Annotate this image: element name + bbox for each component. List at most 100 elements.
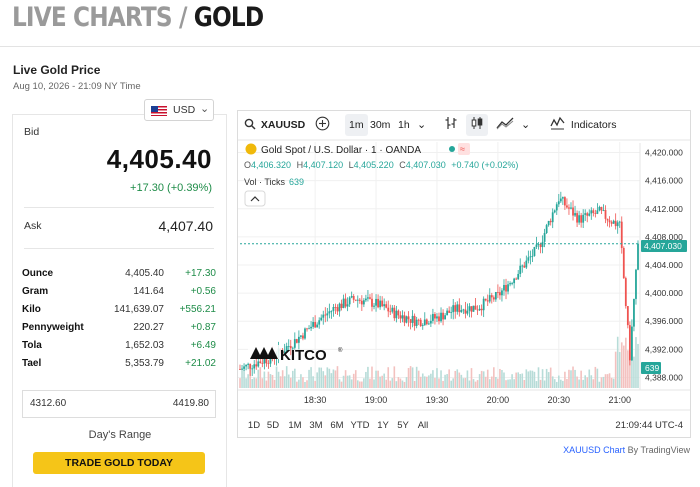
volume-bar	[324, 375, 327, 388]
range-high: 4419.80	[172, 398, 209, 409]
candle-body	[496, 291, 499, 293]
volume-bar	[539, 379, 542, 388]
collapse-legend-button[interactable]	[244, 190, 266, 207]
volume-tag: 639	[641, 362, 661, 374]
candle-body	[308, 328, 310, 330]
candle-body	[283, 351, 286, 354]
range-button-all[interactable]: All	[418, 420, 429, 431]
candle-body	[391, 307, 394, 312]
chart-credit-link[interactable]: XAUUSD Chart	[563, 445, 626, 455]
symbol-search[interactable]: XAUUSD	[244, 114, 305, 136]
y-tick-label: 4,388.000	[645, 372, 683, 382]
area-style-button[interactable]	[496, 114, 514, 136]
candle-body	[543, 232, 546, 242]
kitco-watermark: KITCO	[280, 347, 327, 364]
days-range-label: Day's Range	[88, 429, 152, 441]
candle-body	[385, 304, 388, 308]
candle-body	[527, 257, 530, 261]
range-button-ytd[interactable]: YTD	[351, 420, 370, 431]
range-button-1m[interactable]: 1M	[288, 420, 301, 431]
volume-bar	[620, 342, 623, 388]
range-button-1y[interactable]: 1Y	[377, 420, 389, 431]
interval-1m[interactable]: 1m	[345, 114, 368, 136]
candle-body	[505, 284, 507, 292]
volume-bar	[499, 368, 501, 388]
range-button-5y[interactable]: 5Y	[397, 420, 409, 431]
volume-bar	[612, 378, 615, 388]
candle-body	[442, 312, 444, 320]
volume-bar	[411, 367, 414, 388]
range-button-5d[interactable]: 5D	[267, 420, 279, 431]
volume-bar	[381, 375, 383, 388]
candle-body	[594, 213, 597, 214]
area-chart-icon	[496, 117, 514, 130]
currency-select[interactable]: USD ⌄	[144, 99, 214, 121]
candle-body	[478, 308, 481, 311]
volume-bar	[551, 376, 554, 388]
candle-body	[620, 221, 623, 249]
candle-body	[415, 319, 418, 326]
unit-price: 5,353.79	[125, 357, 164, 369]
volume-bar	[462, 378, 465, 388]
volume-bar	[334, 370, 337, 388]
candle-body	[612, 220, 615, 224]
candle-body	[344, 298, 347, 307]
volume-bar	[395, 381, 398, 388]
volume-bar	[338, 379, 341, 388]
volume-bar	[493, 367, 495, 388]
interval-menu-chevron-icon[interactable]: ⌄	[417, 119, 427, 131]
volume-bar	[464, 378, 467, 388]
candle-body	[551, 212, 554, 223]
candle-body	[574, 213, 576, 216]
tradingview-credit[interactable]: XAUUSD Chart By TradingView	[563, 445, 690, 455]
interval-1h[interactable]: 1h	[398, 119, 410, 131]
ohlc-low: 4,405.220	[354, 160, 394, 170]
volume-bar	[486, 369, 489, 388]
trade-gold-button[interactable]: TRADE GOLD TODAY	[33, 452, 205, 474]
volume-bar	[570, 370, 572, 388]
volume-bar	[251, 378, 253, 388]
range-button-3m[interactable]: 3M	[309, 420, 322, 431]
volume-bar	[586, 377, 589, 388]
candle-body	[389, 311, 392, 313]
candle-series	[239, 191, 639, 377]
candle-body	[417, 319, 420, 321]
volume-bar	[488, 379, 491, 388]
candle-body	[297, 336, 300, 343]
candle-body	[314, 322, 317, 328]
x-tick-label: 19:30	[426, 395, 449, 405]
volume-bar	[265, 380, 268, 388]
compare-button[interactable]	[315, 114, 330, 136]
candle-body	[387, 307, 390, 312]
candle-body	[367, 297, 369, 299]
candle-body	[438, 316, 440, 322]
indicators-button[interactable]: Indicators	[550, 114, 616, 136]
volume-bar	[618, 352, 621, 388]
volume-bar	[574, 369, 576, 388]
volume-bar	[385, 379, 388, 388]
candle-body	[472, 305, 475, 312]
ohlc-close: 4,407.030	[406, 160, 446, 170]
candles-button[interactable]	[466, 114, 488, 136]
bar-type-button[interactable]	[444, 114, 458, 136]
candle-body	[531, 255, 534, 257]
chart-style-chevron-icon[interactable]: ⌄	[521, 119, 531, 131]
volume-bar	[405, 377, 408, 388]
candle-body	[395, 310, 398, 319]
range-button-1d[interactable]: 1D	[248, 420, 260, 431]
volume-bar	[472, 379, 475, 388]
unit-name: Kilo	[22, 303, 41, 315]
volume-bar	[460, 374, 463, 388]
candle-body	[407, 316, 410, 320]
volume-bar	[365, 371, 367, 388]
volume-bar	[515, 372, 517, 388]
candle-body	[474, 305, 477, 310]
candle-body	[241, 368, 243, 370]
candle-body	[320, 317, 323, 321]
range-button-6m[interactable]: 6M	[330, 420, 343, 431]
volume-bar	[594, 366, 597, 388]
volume-bar	[277, 371, 280, 388]
unit-name: Tola	[22, 339, 42, 351]
interval-30m[interactable]: 30m	[370, 119, 391, 131]
